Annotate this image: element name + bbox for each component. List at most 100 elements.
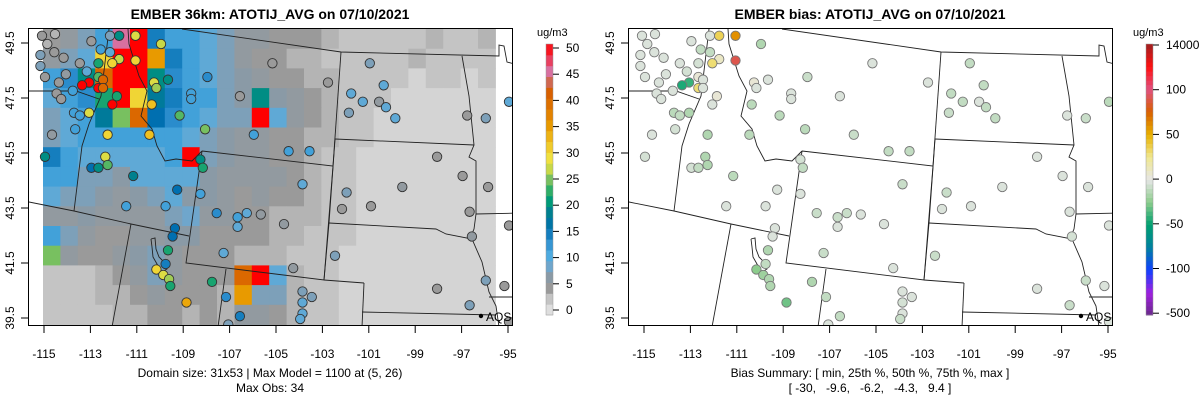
idaho-west-border bbox=[673, 29, 710, 212]
heatmap-cell bbox=[43, 226, 61, 247]
x-tick-label: -115 bbox=[632, 347, 655, 361]
heatmap-cell bbox=[356, 206, 375, 227]
station-marker bbox=[107, 58, 118, 69]
station-marker bbox=[658, 52, 669, 63]
station-marker bbox=[111, 91, 123, 102]
heatmap-cell bbox=[234, 245, 253, 266]
heatmap-cell bbox=[321, 226, 340, 247]
heatmap-cell bbox=[234, 107, 253, 128]
heatmap-cell bbox=[199, 48, 218, 69]
station-marker bbox=[670, 124, 681, 135]
colorbar-segment bbox=[546, 87, 553, 99]
station-marker bbox=[772, 184, 783, 195]
left-footer-line1: Domain size: 31x53 | Max Model = 1100 at… bbox=[137, 366, 403, 380]
heatmap-cell bbox=[269, 226, 288, 247]
heatmap-cell bbox=[408, 107, 427, 128]
station-marker bbox=[248, 129, 259, 140]
heatmap-cell bbox=[373, 48, 392, 69]
colorbar-segment bbox=[1146, 62, 1153, 68]
colorbar-segment bbox=[1146, 296, 1153, 302]
station-marker bbox=[707, 58, 718, 69]
colorado-north-border bbox=[923, 279, 965, 284]
station-marker bbox=[462, 110, 473, 121]
colorbar-segment bbox=[1146, 120, 1153, 126]
station-marker bbox=[1103, 316, 1112, 325]
station-marker bbox=[855, 209, 866, 220]
heatmap-cell bbox=[147, 206, 166, 227]
colorbar-segment bbox=[1146, 116, 1153, 122]
left-map-title: EMBER 36km: ATOTIJ_AVG on 07/10/2021 bbox=[130, 6, 410, 22]
heatmap-cell bbox=[356, 107, 375, 128]
heatmap-cell bbox=[408, 147, 427, 168]
x-tick-label: -107 bbox=[218, 347, 242, 361]
heatmap-cell bbox=[112, 226, 131, 247]
station-marker bbox=[781, 297, 792, 308]
heatmap-cell bbox=[95, 304, 114, 325]
station-marker bbox=[1066, 231, 1078, 242]
heatmap-cell bbox=[60, 285, 79, 306]
heatmap-cell bbox=[391, 29, 409, 50]
heatmap-cell bbox=[356, 304, 375, 325]
station-marker bbox=[278, 218, 290, 230]
colorbar-segment bbox=[1146, 98, 1153, 104]
heatmap-cell bbox=[304, 68, 322, 89]
y-tick-label: 43.5 bbox=[3, 196, 17, 220]
station-marker bbox=[973, 96, 985, 107]
heatmap-cell bbox=[251, 186, 270, 207]
colorbar-segment bbox=[1146, 161, 1153, 167]
heatmap-cell bbox=[199, 304, 218, 325]
heatmap-cell bbox=[147, 48, 166, 69]
station-marker bbox=[786, 93, 797, 105]
heatmap-cell bbox=[147, 285, 166, 306]
station-marker bbox=[155, 38, 167, 50]
dakotas-border bbox=[334, 138, 475, 146]
heatmap-cell bbox=[269, 265, 288, 286]
heatmap-cell bbox=[164, 88, 183, 109]
station-marker bbox=[964, 58, 975, 69]
station-marker bbox=[457, 170, 468, 182]
station-marker bbox=[714, 30, 725, 41]
heatmap-cell bbox=[199, 226, 218, 247]
station-marker bbox=[336, 203, 348, 215]
station-marker bbox=[762, 74, 774, 85]
heatmap-cell bbox=[77, 147, 96, 168]
heatmap-cell bbox=[130, 107, 148, 128]
heatmap-cell bbox=[77, 206, 96, 227]
sd-ne-border bbox=[328, 222, 500, 325]
heatmap-cell bbox=[460, 304, 479, 325]
station-marker bbox=[151, 82, 162, 94]
heatmap-cell bbox=[182, 304, 201, 325]
station-marker bbox=[695, 44, 706, 55]
heatmap-cell bbox=[443, 107, 462, 128]
colorbar-segment bbox=[1146, 310, 1153, 316]
station-marker bbox=[39, 151, 51, 162]
station-marker bbox=[304, 146, 315, 157]
colorbar-segment bbox=[1146, 111, 1153, 117]
station-marker bbox=[102, 159, 113, 171]
heatmap-cell bbox=[321, 166, 340, 188]
colorbar-segment bbox=[546, 109, 553, 121]
heatmap-cell bbox=[164, 48, 183, 69]
heatmap-cell bbox=[286, 226, 305, 247]
heatmap-cell bbox=[286, 127, 305, 148]
colorbar-segment bbox=[1146, 233, 1153, 239]
station-marker bbox=[83, 107, 95, 118]
heatmap-cell bbox=[286, 107, 305, 128]
station-marker bbox=[364, 58, 375, 69]
x-tick-label: -105 bbox=[864, 347, 888, 361]
station-marker bbox=[397, 181, 408, 193]
colorbar-tick-label: 50 bbox=[566, 41, 580, 55]
stations bbox=[35, 29, 512, 325]
station-marker bbox=[81, 66, 92, 77]
heatmap-cell bbox=[443, 285, 462, 306]
heatmap-cell bbox=[443, 226, 462, 247]
x-tick-label: -103 bbox=[910, 347, 934, 361]
station-marker bbox=[144, 129, 155, 140]
heatmap-cell bbox=[164, 29, 183, 50]
heatmap-cell bbox=[77, 265, 96, 286]
heatmap-cell bbox=[147, 166, 166, 188]
heatmap-cell bbox=[356, 68, 375, 89]
station-marker bbox=[897, 179, 908, 190]
heatmap-cell bbox=[373, 127, 392, 148]
station-marker bbox=[195, 188, 206, 200]
